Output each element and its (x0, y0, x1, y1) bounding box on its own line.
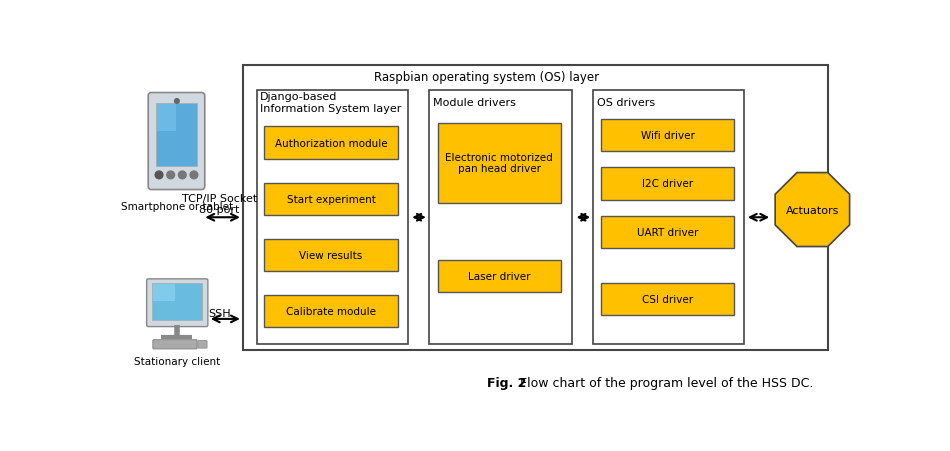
Circle shape (175, 100, 180, 104)
Bar (264, 183, 398, 216)
Text: Authorization module: Authorization module (275, 138, 388, 148)
FancyBboxPatch shape (152, 284, 202, 321)
Polygon shape (775, 173, 849, 247)
Text: Electronic motorized
pan head driver: Electronic motorized pan head driver (446, 152, 553, 174)
FancyBboxPatch shape (153, 340, 197, 349)
Text: CSI driver: CSI driver (642, 294, 693, 304)
Bar (264, 295, 398, 327)
FancyBboxPatch shape (157, 105, 176, 132)
Text: Start experiment: Start experiment (287, 194, 375, 204)
Bar (593, 91, 744, 345)
Text: SSH: SSH (208, 308, 231, 318)
Circle shape (179, 172, 186, 179)
FancyBboxPatch shape (148, 93, 205, 190)
Circle shape (155, 172, 163, 179)
Text: Calibrate module: Calibrate module (286, 307, 376, 317)
Bar (256, 91, 408, 345)
Circle shape (190, 172, 198, 179)
Text: Flow chart of the program level of the HSS DC.: Flow chart of the program level of the H… (517, 377, 814, 389)
Bar (600, 120, 734, 152)
Text: TCP/IP Socket
80 port: TCP/IP Socket 80 port (181, 193, 257, 215)
FancyBboxPatch shape (146, 279, 208, 327)
FancyBboxPatch shape (198, 341, 207, 348)
Text: Laser driver: Laser driver (468, 271, 530, 281)
Bar (264, 127, 398, 159)
Bar (600, 168, 734, 200)
Text: UART driver: UART driver (636, 227, 698, 237)
Bar (243, 66, 827, 350)
Text: View results: View results (299, 250, 363, 260)
Text: Actuators: Actuators (786, 205, 839, 215)
Text: I2C driver: I2C driver (642, 179, 693, 189)
Text: Smartphone or tablet: Smartphone or tablet (121, 201, 233, 211)
FancyBboxPatch shape (156, 104, 197, 167)
Circle shape (167, 172, 175, 179)
Bar (600, 216, 734, 249)
Bar (600, 283, 734, 315)
Text: Stationary client: Stationary client (134, 356, 220, 366)
Bar (428, 91, 572, 345)
Text: Fig. 2: Fig. 2 (486, 377, 526, 389)
Text: Raspbian operating system (OS) layer: Raspbian operating system (OS) layer (374, 71, 599, 83)
Text: Module drivers: Module drivers (432, 97, 516, 107)
Bar (438, 123, 560, 204)
Text: OS drivers: OS drivers (597, 97, 656, 107)
Text: Wifi driver: Wifi driver (640, 131, 694, 141)
FancyBboxPatch shape (153, 285, 175, 302)
Bar (264, 239, 398, 272)
Text: Django-based
Information System layer: Django-based Information System layer (259, 92, 401, 113)
Bar (438, 260, 560, 292)
